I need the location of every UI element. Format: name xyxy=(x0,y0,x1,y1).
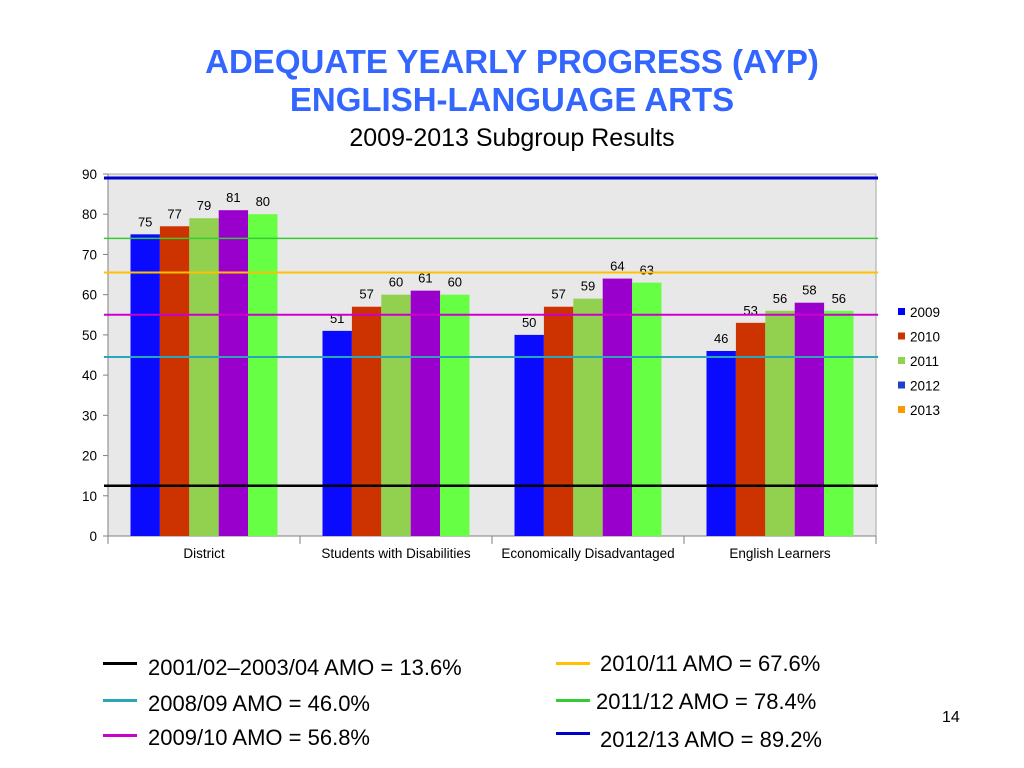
amo-line-swatch xyxy=(103,662,137,665)
legend-swatch-2012 xyxy=(898,381,905,389)
y-tick-label: 50 xyxy=(82,328,97,343)
bar-2012-economically-disadvantaged xyxy=(602,278,633,536)
y-tick-label: 80 xyxy=(82,207,97,222)
bar-2009-english-learners xyxy=(706,350,736,536)
amo-legend-item: 2008/09 AMO = 46.0% xyxy=(103,691,403,717)
y-tick-label: 70 xyxy=(82,247,97,262)
amo-line-swatch xyxy=(556,732,590,735)
bar-2010-students-with-disabilities xyxy=(351,306,382,536)
amo-line-swatch xyxy=(103,699,137,702)
legend-label-2011: 2011 xyxy=(910,354,939,369)
slide-title-line-2: ENGLISH-LANGUAGE ARTS xyxy=(289,81,735,118)
bar-2010-english-learners xyxy=(735,322,766,536)
data-label: 56 xyxy=(773,291,787,306)
data-label: 57 xyxy=(359,287,373,302)
amo-legend-label: 2008/09 AMO = 46.0% xyxy=(148,691,370,716)
data-label: 57 xyxy=(551,287,565,302)
data-label: 60 xyxy=(448,275,462,290)
amo-legend-label: 2012/13 AMO = 89.2% xyxy=(600,727,822,752)
data-label: 80 xyxy=(256,194,270,209)
page-number: 14 xyxy=(942,709,960,726)
amo-legend-label: 2001/02–2003/04 AMO = 13.6% xyxy=(148,655,462,680)
amo-legend-label: 2009/10 AMO = 56.8% xyxy=(148,725,370,750)
slide-subtitle: 2009-2013 Subgroup Results xyxy=(349,124,675,152)
legend-swatch-2013 xyxy=(898,406,905,413)
y-tick-label: 0 xyxy=(89,529,97,544)
data-label: 56 xyxy=(832,291,846,306)
bar-2010-district xyxy=(159,226,190,536)
legend-label-2009: 2009 xyxy=(910,305,940,320)
legend-label-2012: 2012 xyxy=(910,379,940,394)
data-label: 61 xyxy=(418,271,432,286)
amo-legend-item: 2011/12 AMO = 78.4% xyxy=(556,689,856,715)
bar-2013-district xyxy=(248,214,278,536)
bar-2009-district xyxy=(130,234,160,536)
y-tick-label: 90 xyxy=(82,167,97,182)
bar-2013-students-with-disabilities xyxy=(440,294,470,536)
data-label: 75 xyxy=(138,214,152,229)
legend-label-2013: 2013 xyxy=(910,403,940,418)
amo-legend-item: 2010/11 AMO = 67.6% xyxy=(556,651,856,677)
amo-legend-item: 2012/13 AMO = 89.2% xyxy=(556,727,856,753)
category-label: District xyxy=(183,546,224,561)
category-label: Students with Disabilities xyxy=(321,546,471,561)
slide-title-line-1: ADEQUATE YEARLY PROGRESS (AYP) xyxy=(205,43,819,80)
data-label: 77 xyxy=(167,206,181,221)
category-label: English Learners xyxy=(729,546,831,561)
amo-line-swatch xyxy=(556,699,590,702)
bar-2009-students-with-disabilities xyxy=(322,330,352,536)
data-label: 46 xyxy=(714,331,728,346)
bar-2011-students-with-disabilities xyxy=(381,294,411,536)
y-tick-label: 20 xyxy=(82,449,97,464)
amo-legend-label: 2010/11 AMO = 67.6% xyxy=(600,651,821,676)
data-label: 60 xyxy=(389,275,403,290)
data-label: 58 xyxy=(802,283,816,298)
y-tick-label: 60 xyxy=(82,288,97,303)
bar-2011-economically-disadvantaged xyxy=(573,298,603,536)
data-label: 79 xyxy=(197,198,211,213)
amo-line-swatch xyxy=(103,734,137,737)
bar-2012-students-with-disabilities xyxy=(410,290,441,536)
legend-swatch-2009 xyxy=(898,308,905,315)
category-label: Economically Disadvantaged xyxy=(501,546,674,561)
amo-line-swatch xyxy=(556,662,590,665)
y-tick-label: 10 xyxy=(82,489,97,504)
bar-2011-district xyxy=(189,218,219,536)
y-tick-label: 40 xyxy=(82,368,97,383)
bar-2012-english-learners xyxy=(794,302,825,536)
legend-label-2010: 2010 xyxy=(910,330,940,345)
bar-2013-english-learners xyxy=(824,310,854,536)
amo-legend-item: 2001/02–2003/04 AMO = 13.6% xyxy=(103,655,462,681)
bar-2012-district xyxy=(218,210,249,536)
data-label: 81 xyxy=(226,190,240,205)
bar-2010-economically-disadvantaged xyxy=(543,306,574,536)
bar-2013-economically-disadvantaged xyxy=(632,282,662,536)
data-label: 59 xyxy=(581,279,595,294)
y-tick-label: 30 xyxy=(82,408,97,423)
chart: 0 10 20 30 40 50 60 70 80 90 District Students with… xyxy=(82,167,940,561)
amo-legend-label: 2011/12 AMO = 78.4% xyxy=(596,689,817,714)
data-label: 63 xyxy=(640,263,654,278)
data-label: 51 xyxy=(330,311,344,326)
bar-2009-economically-disadvantaged xyxy=(514,334,544,536)
bar-2011-english-learners xyxy=(765,310,795,536)
data-label: 50 xyxy=(522,315,536,330)
legend-swatch-2010 xyxy=(898,332,905,340)
amo-legend-item: 2009/10 AMO = 56.8% xyxy=(103,725,403,751)
data-label: 64 xyxy=(610,259,624,274)
legend-swatch-2011 xyxy=(898,357,905,364)
